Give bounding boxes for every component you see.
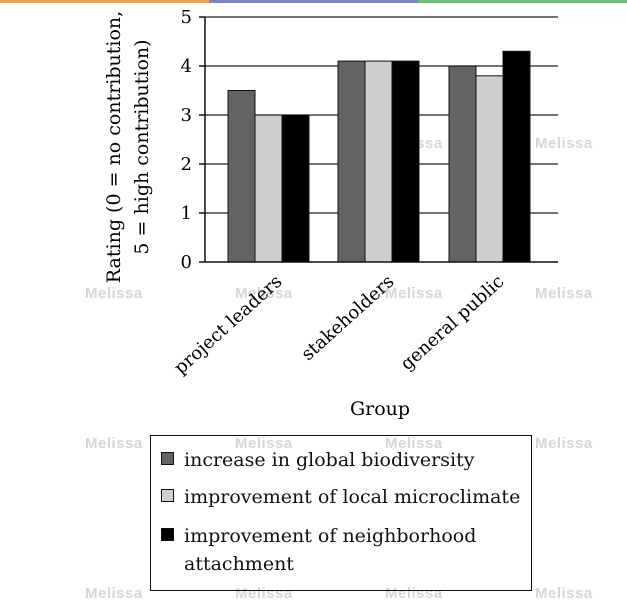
watermark-text: Melissa — [235, 585, 293, 602]
watermark-text: Melissa — [235, 435, 293, 452]
watermark-text: Melissa — [535, 435, 593, 452]
legend-swatch-dark-gray — [161, 452, 174, 465]
axes — [204, 17, 558, 263]
y-axis-label-line-1: Rating (0 = no contribution, — [103, 11, 125, 283]
bar-chart: 0 1 2 3 4 5 project leaders stakeholdersgenera… — [103, 7, 558, 420]
watermark-text: Melissa — [535, 135, 593, 152]
x-tick-label: general public — [397, 271, 509, 375]
bar-stakeholders-series-3 — [391, 60, 420, 263]
y-tick-labels: 0 1 2 3 4 5 — [181, 7, 192, 273]
watermark-text: Melissa — [385, 285, 443, 302]
bar-general-public-series-1 — [448, 65, 477, 263]
bar-stakeholders-series-2 — [364, 60, 393, 263]
x-tick-label: project leaders — [170, 271, 286, 379]
bars — [227, 50, 531, 263]
x-axis-label: Group — [350, 398, 410, 420]
watermark-text: Melissa — [235, 285, 293, 302]
y-tick-label: 4 — [181, 56, 192, 77]
top-color-strip — [0, 0, 627, 3]
legend-label: increase in global biodiversity — [184, 449, 475, 471]
watermark-text: Melissa — [385, 585, 443, 602]
legend-item-biodiversity: increase in global biodiversity — [161, 446, 524, 474]
bar-project-leaders-series-2 — [254, 114, 283, 263]
watermark-text: Melissa — [85, 285, 143, 302]
bar-general-public-series-3 — [502, 50, 531, 263]
watermark-text: Melissa — [535, 285, 593, 302]
y-tick-label: 3 — [181, 105, 192, 126]
y-tick-label: 1 — [181, 203, 192, 224]
watermark-text: Melissa — [85, 435, 143, 452]
y-tick-label: 0 — [181, 252, 192, 273]
legend-label: improvement of local microclimate — [184, 486, 521, 508]
y-tick-label: 5 — [181, 7, 192, 28]
bar-project-leaders-series-1 — [227, 90, 256, 263]
y-tick-label: 2 — [181, 154, 192, 175]
y-axis-label-line-2: 5 = high contribution) — [131, 39, 153, 254]
legend-label: improvement of neighborhood attachment — [184, 525, 477, 575]
x-tick-label: stakeholders — [297, 271, 398, 365]
watermark-text: Melissa — [85, 585, 143, 602]
legend-swatch-black — [161, 528, 174, 541]
bar-stakeholders-series-1 — [337, 60, 366, 263]
watermark-text: Melissa — [535, 585, 593, 602]
bar-general-public-series-2 — [475, 75, 504, 263]
legend-item-attachment: improvement of neighborhood attachment — [161, 522, 524, 578]
bar-project-leaders-series-3 — [281, 114, 310, 263]
legend-item-microclimate: improvement of local microclimate — [161, 483, 524, 511]
watermark-text: Melissa — [385, 435, 443, 452]
chart-legend: increase in global biodiversity improvem… — [150, 435, 532, 591]
legend-swatch-light-gray — [161, 489, 174, 502]
